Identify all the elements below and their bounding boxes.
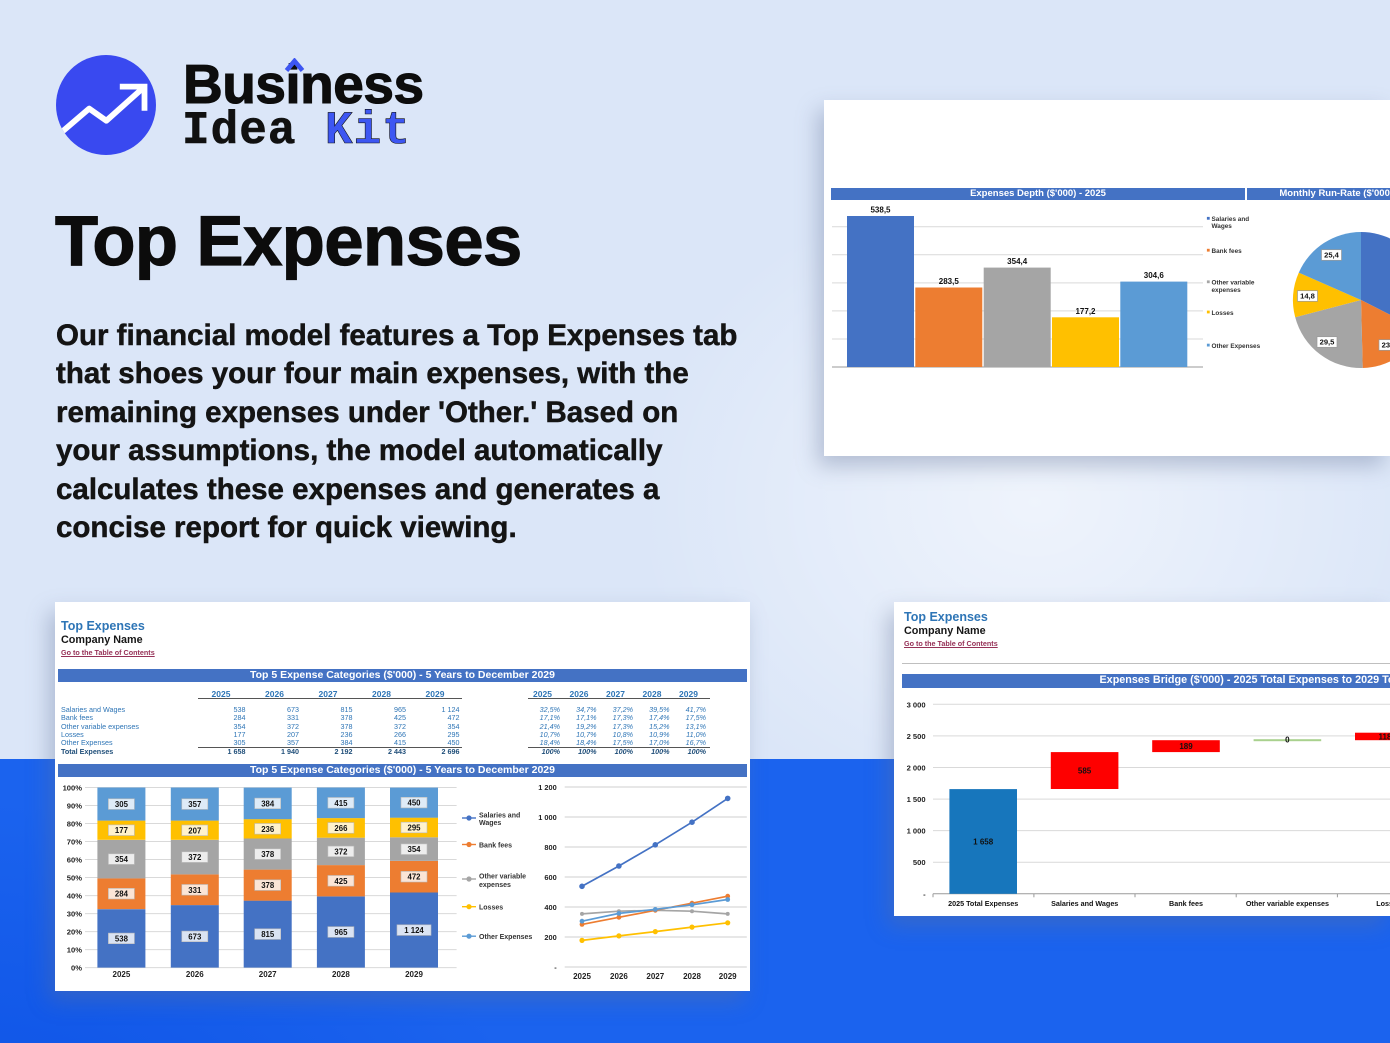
svg-text:305: 305 <box>115 800 129 809</box>
svg-text:673: 673 <box>188 932 202 941</box>
svg-text:Losses: Losses <box>1376 899 1390 908</box>
svg-text:384: 384 <box>261 799 275 808</box>
svg-text:585: 585 <box>1078 767 1092 776</box>
svg-text:1 500: 1 500 <box>907 795 926 804</box>
svg-text:14,8: 14,8 <box>1300 292 1315 301</box>
svg-text:415: 415 <box>334 799 348 808</box>
svg-text:538: 538 <box>115 934 129 943</box>
svg-text:189: 189 <box>1179 742 1193 751</box>
svg-text:29,5: 29,5 <box>1320 338 1336 347</box>
svg-text:Losses: Losses <box>1212 310 1234 317</box>
svg-text:2025 Total Expenses: 2025 Total Expenses <box>948 899 1018 908</box>
svg-text:425: 425 <box>334 877 348 886</box>
svg-text:Wages: Wages <box>479 820 501 827</box>
svg-text:236: 236 <box>261 825 275 834</box>
svg-text:Other Expenses: Other Expenses <box>1212 343 1261 350</box>
svg-text:965: 965 <box>334 928 348 937</box>
svg-text:-: - <box>923 890 926 899</box>
svg-text:472: 472 <box>407 873 421 882</box>
svg-text:2028: 2028 <box>683 972 701 981</box>
svg-text:70%: 70% <box>67 837 82 846</box>
svg-text:Other variable expenses: Other variable expenses <box>1246 899 1329 908</box>
svg-text:Salaries and: Salaries and <box>1212 216 1250 223</box>
svg-text:Salaries and: Salaries and <box>479 812 520 819</box>
svg-text:2025: 2025 <box>113 970 131 979</box>
svg-text:60%: 60% <box>67 855 82 864</box>
svg-text:450: 450 <box>407 799 421 808</box>
svg-text:354,4: 354,4 <box>1007 257 1028 266</box>
svg-text:200: 200 <box>544 933 556 942</box>
svg-text:118: 118 <box>1379 733 1390 742</box>
svg-text:800: 800 <box>544 843 556 852</box>
svg-text:500: 500 <box>913 858 926 867</box>
svg-text:2026: 2026 <box>186 970 204 979</box>
svg-text:283,5: 283,5 <box>939 277 960 286</box>
svg-text:10%: 10% <box>67 945 82 954</box>
svg-text:Bank fees: Bank fees <box>1169 899 1203 908</box>
svg-text:3 000: 3 000 <box>907 700 926 709</box>
svg-text:1 200: 1 200 <box>538 783 557 792</box>
svg-text:0%: 0% <box>71 963 82 972</box>
svg-text:-: - <box>554 963 557 972</box>
svg-text:177,2: 177,2 <box>1075 307 1096 316</box>
svg-text:1 000: 1 000 <box>907 827 926 836</box>
svg-text:2029: 2029 <box>405 970 423 979</box>
svg-text:20%: 20% <box>67 927 82 936</box>
svg-text:90%: 90% <box>67 801 82 810</box>
svg-text:295: 295 <box>407 824 421 833</box>
svg-text:1 124: 1 124 <box>404 926 424 935</box>
svg-text:2028: 2028 <box>332 970 350 979</box>
svg-text:372: 372 <box>188 853 202 862</box>
svg-text:Other Expenses: Other Expenses <box>479 934 532 941</box>
svg-text:2027: 2027 <box>646 972 664 981</box>
svg-text:Other variable: Other variable <box>1212 280 1255 287</box>
svg-text:304,6: 304,6 <box>1144 271 1165 280</box>
svg-text:284: 284 <box>115 890 129 899</box>
svg-text:30%: 30% <box>67 909 82 918</box>
svg-text:expenses: expenses <box>479 882 511 889</box>
svg-text:0: 0 <box>1285 736 1290 745</box>
svg-text:Bank fees: Bank fees <box>479 843 512 850</box>
svg-text:80%: 80% <box>67 819 82 828</box>
svg-text:1 658: 1 658 <box>973 837 994 846</box>
svg-text:Bank fees: Bank fees <box>1212 248 1243 255</box>
svg-text:357: 357 <box>188 800 201 809</box>
svg-text:354: 354 <box>407 845 421 854</box>
svg-text:2 000: 2 000 <box>907 764 926 773</box>
svg-text:331: 331 <box>188 886 202 895</box>
svg-text:Losses: Losses <box>479 904 503 911</box>
svg-text:23,6: 23,6 <box>1382 341 1390 350</box>
svg-text:266: 266 <box>334 824 348 833</box>
svg-text:100%: 100% <box>63 783 83 792</box>
svg-text:expenses: expenses <box>1212 287 1242 294</box>
svg-text:378: 378 <box>261 881 275 890</box>
svg-text:207: 207 <box>188 826 201 835</box>
svg-text:538,5: 538,5 <box>870 206 891 215</box>
svg-text:Other variable: Other variable <box>479 873 526 880</box>
svg-text:1 000: 1 000 <box>538 813 557 822</box>
svg-text:25,4: 25,4 <box>1324 251 1340 260</box>
svg-text:2 500: 2 500 <box>907 732 926 741</box>
svg-text:400: 400 <box>544 903 556 912</box>
svg-text:2027: 2027 <box>259 970 277 979</box>
svg-text:2029: 2029 <box>719 972 737 981</box>
svg-text:40%: 40% <box>67 891 82 900</box>
svg-text:Salaries and Wages: Salaries and Wages <box>1051 899 1118 908</box>
svg-text:354: 354 <box>115 855 129 864</box>
svg-text:2026: 2026 <box>610 972 628 981</box>
svg-text:600: 600 <box>544 873 556 882</box>
svg-text:Wages: Wages <box>1212 223 1233 230</box>
svg-text:2025: 2025 <box>573 972 591 981</box>
svg-text:815: 815 <box>261 930 275 939</box>
svg-text:378: 378 <box>261 850 275 859</box>
svg-text:50%: 50% <box>67 873 82 882</box>
svg-text:372: 372 <box>334 847 348 856</box>
svg-text:177: 177 <box>115 826 128 835</box>
